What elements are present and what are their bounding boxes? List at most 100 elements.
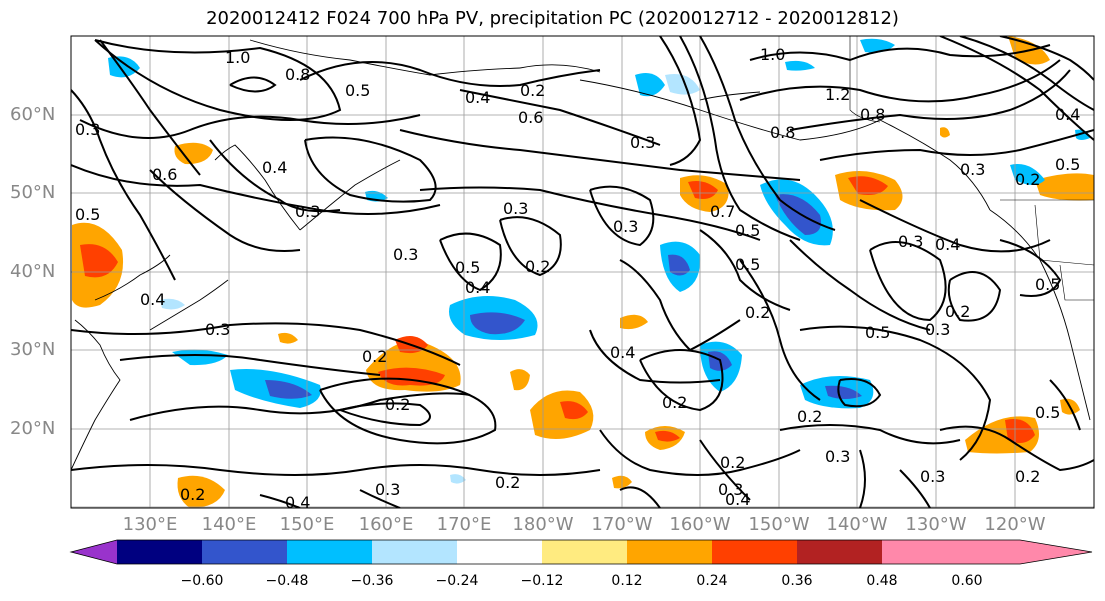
contour-label: 0.3 bbox=[825, 447, 850, 466]
contour-label: 0.3 bbox=[960, 160, 985, 179]
colorbar-tick: −0.48 bbox=[265, 573, 309, 589]
contour-label: 0.3 bbox=[75, 120, 100, 139]
contour-label: 0.2 bbox=[495, 473, 520, 492]
colorbar-extend-low bbox=[71, 540, 117, 564]
contour-label: 0.2 bbox=[797, 407, 822, 426]
lon-label: 150°E bbox=[279, 514, 335, 535]
colorbar-segment bbox=[882, 540, 967, 564]
contour-label: 0.8 bbox=[860, 105, 885, 124]
lat-label: 20°N bbox=[10, 418, 56, 439]
lat-lon-grid bbox=[71, 36, 1094, 508]
contour-labels: 1.0 0.5 0.4 0.2 0.6 0.3 0.8 1.0 0.3 0.6 … bbox=[75, 45, 1080, 512]
colorbar-tick: 0.60 bbox=[951, 573, 983, 589]
contour-label: 0.5 bbox=[1055, 155, 1080, 174]
colorbar-segment bbox=[542, 540, 627, 564]
contour-label: 0.3 bbox=[503, 199, 528, 218]
contour-label: 0.5 bbox=[75, 205, 100, 224]
contour-label: 0.4 bbox=[935, 235, 960, 254]
colorbar-segment bbox=[457, 540, 542, 564]
lat-label: 40°N bbox=[10, 261, 56, 282]
coastlines bbox=[71, 39, 1091, 471]
lon-label: 170°E bbox=[436, 514, 492, 535]
colorbar-tick: −0.60 bbox=[180, 573, 224, 589]
lon-label: 150°W bbox=[748, 514, 810, 535]
map-frame bbox=[70, 35, 1095, 509]
contour-label: 0.2 bbox=[745, 303, 770, 322]
lon-label: 120°W bbox=[984, 514, 1046, 535]
lon-label: 130°E bbox=[122, 514, 178, 535]
contour-label: 0.4 bbox=[1055, 105, 1080, 124]
contour-label: 0.2 bbox=[180, 485, 205, 504]
lon-label: 140°E bbox=[201, 514, 257, 535]
contour-label: 0.2 bbox=[720, 453, 745, 472]
precip-shading bbox=[72, 36, 1094, 508]
contour-label: 0.3 bbox=[718, 480, 743, 499]
contour-label: 0.3 bbox=[393, 245, 418, 264]
contour-label: 0.4 bbox=[725, 490, 750, 509]
contour-label: 0.2 bbox=[385, 395, 410, 414]
contour-label: 0.5 bbox=[735, 255, 760, 274]
contour-label: 1.0 bbox=[225, 48, 250, 67]
contour-label: 0.4 bbox=[285, 493, 310, 512]
lon-label: 160°W bbox=[669, 514, 731, 535]
colorbar-tick: 0.36 bbox=[781, 573, 813, 589]
contour-label: 0.3 bbox=[613, 217, 638, 236]
contour-label: 0.2 bbox=[1015, 467, 1040, 486]
colorbar-tick: −0.12 bbox=[520, 573, 564, 589]
contour-label: 0.3 bbox=[925, 320, 950, 339]
colorbar-tick: 0.48 bbox=[866, 573, 898, 589]
contour-label: 0.2 bbox=[362, 347, 387, 366]
contour-label: 0.4 bbox=[262, 158, 287, 177]
lat-label: 50°N bbox=[10, 182, 56, 203]
contour-label: 0.8 bbox=[770, 123, 795, 142]
contour-label: 0.4 bbox=[140, 290, 165, 309]
lon-label: 140°W bbox=[826, 514, 888, 535]
colorbar-tick: −0.24 bbox=[435, 573, 479, 589]
contour-label: 0.3 bbox=[375, 480, 400, 499]
colorbar-tick: −0.36 bbox=[350, 573, 394, 589]
colorbar-segment bbox=[117, 540, 202, 564]
contour-label: 0.6 bbox=[518, 108, 543, 127]
contour-label: 0.3 bbox=[205, 320, 230, 339]
contour-label: 0.2 bbox=[945, 302, 970, 321]
colorbar-segment bbox=[627, 540, 712, 564]
contour-label: 0.3 bbox=[898, 232, 923, 251]
contour-label: 0.8 bbox=[285, 65, 310, 84]
map-title: 2020012412 F024 700 hPa PV, precipitatio… bbox=[206, 8, 899, 29]
contour-label: 0.5 bbox=[735, 221, 760, 240]
political-borders bbox=[849, 36, 1094, 301]
colorbar-segment bbox=[712, 540, 797, 564]
colorbar-segment bbox=[372, 540, 457, 564]
colorbar bbox=[69, 539, 1093, 565]
colorbar-extend-high bbox=[967, 540, 1092, 564]
contour-label: 0.6 bbox=[152, 165, 177, 184]
lon-label: 180°W bbox=[512, 514, 574, 535]
contour-label: 0.4 bbox=[465, 88, 490, 107]
colorbar-segment bbox=[797, 540, 882, 564]
contour-label: 0.4 bbox=[465, 278, 490, 297]
lon-label: 170°W bbox=[591, 514, 653, 535]
contour-label: 1.0 bbox=[760, 45, 785, 64]
contour-label: 0.3 bbox=[295, 202, 320, 221]
colorbar-segment bbox=[202, 540, 287, 564]
contour-label: 0.2 bbox=[1015, 170, 1040, 189]
lon-label: 160°E bbox=[358, 514, 414, 535]
contour-label: 1.2 bbox=[825, 85, 850, 104]
contour-label: 0.5 bbox=[1035, 275, 1060, 294]
colorbar-tick: 0.12 bbox=[611, 573, 643, 589]
contour-label: 0.7 bbox=[710, 202, 735, 221]
contour-label: 0.2 bbox=[525, 257, 550, 276]
contour-label: 0.3 bbox=[630, 133, 655, 152]
contour-label: 0.2 bbox=[520, 81, 545, 100]
contour-label: 0.4 bbox=[610, 343, 635, 362]
contour-label: 0.5 bbox=[865, 323, 890, 342]
contour-label: 0.5 bbox=[455, 258, 480, 277]
contour-label: 0.3 bbox=[920, 467, 945, 486]
lon-label: 130°W bbox=[905, 514, 967, 535]
pv-contours bbox=[71, 36, 1094, 508]
contour-label: 0.2 bbox=[662, 393, 687, 412]
lat-label: 60°N bbox=[10, 104, 56, 125]
lat-label: 30°N bbox=[10, 339, 56, 360]
colorbar-tick: 0.24 bbox=[696, 573, 728, 589]
contour-label: 0.5 bbox=[345, 81, 370, 100]
